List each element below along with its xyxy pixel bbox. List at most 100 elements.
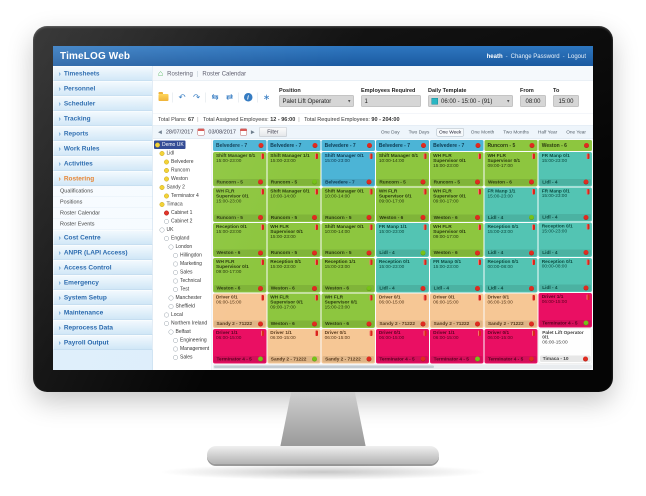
sidebar-item[interactable]: › Reprocess Data — [53, 320, 153, 335]
roster-plan-cell[interactable]: Shift Manager 1/1 15:00-23:00 Runcorn - … — [267, 152, 321, 187]
sidebar-item[interactable]: › Roster Events — [53, 219, 153, 230]
roster-plan-cell[interactable]: Palet Lift Operator 0/1 06:00-15:00 Tima… — [538, 328, 593, 364]
change-password-link[interactable]: Change Password — [503, 53, 560, 60]
view-option[interactable]: One Year — [566, 129, 586, 135]
tree-node[interactable]: Local — [163, 311, 185, 320]
end-date[interactable]: 03/08/2017 — [208, 129, 236, 135]
roster-plan-cell[interactable]: Shift Manager 0/1 10:00-14:00 Runcorn - … — [267, 187, 321, 222]
tree-node[interactable]: Sheffield — [168, 302, 197, 311]
roster-plan-cell[interactable]: FR Manp 1/1 15:00-23:00 Lidl - 4 — [375, 222, 430, 258]
employees-required-input[interactable]: 1 — [361, 95, 421, 107]
roster-plan-cell[interactable]: WH FLR Supervisor 0/1 09:00-17:00 Weston… — [484, 152, 538, 187]
view-option[interactable]: Two Months — [503, 129, 529, 135]
horizontal-scrollbar[interactable] — [213, 364, 592, 369]
sidebar-item[interactable]: › Work Rules — [53, 141, 153, 156]
roster-plan-cell[interactable]: Driver 0/1 06:00-15:00 Terminator 4 - 5 — [484, 329, 538, 364]
roster-plan-cell[interactable]: WH FLR Supervisor 0/1 15:00-23:00 Runcor… — [267, 222, 321, 258]
sidebar-item[interactable]: › Access Control — [53, 260, 153, 275]
tree-node[interactable]: Terminator 4 — [163, 192, 201, 201]
breadcrumb-roster-calendar[interactable]: Roster Calendar — [197, 70, 246, 77]
tree-node[interactable]: London — [168, 243, 195, 252]
tree-node[interactable]: Management — [172, 345, 211, 354]
roster-plan-cell[interactable]: Driver 0/1 06:00-15:00 Sandy 2 - 71222 — [321, 329, 375, 364]
view-option[interactable]: Two Days — [408, 129, 430, 135]
tree-node[interactable]: England — [163, 234, 191, 243]
tree-node[interactable]: Belfast — [168, 328, 193, 337]
sidebar-item[interactable]: › Positions — [53, 197, 153, 208]
roster-plan-cell[interactable]: Driver 0/1 06:00-15:00 Sandy 2 - 71222 — [213, 293, 267, 329]
tree-node[interactable]: Demo UK — [154, 140, 186, 149]
roster-plan-cell[interactable]: Reception 0/1 15:00-23:00 Lidl - 4 — [375, 258, 430, 293]
roster-plan-cell[interactable]: Driver 0/1 06:00-15:00 Sandy 2 - 71222 — [484, 293, 538, 329]
open-folder-icon[interactable] — [158, 91, 169, 103]
roster-plan-cell[interactable]: Shift Manager 0/1 15:00-23:00 Belvedere … — [321, 152, 375, 187]
roster-plan-cell[interactable]: Driver 0/1 06:00-15:00 Terminator 4 - 5 — [375, 329, 430, 364]
view-option[interactable]: One Day — [380, 129, 400, 135]
scrollbar-thumb[interactable] — [214, 365, 434, 368]
roster-plan-cell[interactable]: Shift Manager 0/1 10:00-14:00 Runcorn - … — [321, 187, 375, 222]
tree-node[interactable]: Manchester — [168, 294, 204, 303]
roster-plan-cell[interactable]: WH FLR Supervisor 0/1 09:00-17:00 Weston… — [430, 222, 484, 258]
start-date-calendar-icon[interactable] — [197, 128, 205, 136]
site-group-header[interactable]: Weston - 6 — [538, 140, 593, 151]
tree-node[interactable]: Weston — [163, 175, 190, 184]
sidebar-item[interactable]: › Tracking — [53, 111, 153, 126]
tree-node[interactable]: Test — [172, 285, 191, 294]
roster-plan-cell[interactable]: Shift Manager 0/1 15:00-23:00 Runcorn - … — [213, 152, 267, 187]
tree-node[interactable]: Runcorn — [163, 166, 192, 175]
filter-button[interactable]: Filter — [258, 127, 287, 137]
site-group-header[interactable]: Belvedere - 7 — [321, 140, 375, 151]
roster-plan-cell[interactable]: WH FLR Supervisor 0/1 15:00-23:00 Runcor… — [213, 187, 267, 222]
sidebar-item[interactable]: › Payroll Output — [53, 335, 153, 350]
end-date-calendar-icon[interactable] — [239, 128, 247, 136]
roster-plan-cell[interactable]: WH FLR Supervisor 0/1 09:00-17:00 Weston… — [213, 258, 267, 293]
roster-plan-cell[interactable]: WH FLR Supervisor 0/1 15:00-23:00 Runcor… — [430, 152, 484, 187]
roster-plan-cell[interactable]: Driver 0/1 06:00-15:00 Sandy 2 - 71222 — [430, 293, 484, 329]
redo-arrow-icon[interactable]: ↷ — [192, 92, 201, 102]
sidebar-item[interactable]: › Reports — [53, 126, 153, 141]
roster-plan-cell[interactable]: WH FLR Supervisor 0/1 15:00-23:00 Weston… — [321, 293, 375, 329]
sidebar-item[interactable]: › Rostering — [53, 171, 153, 186]
site-group-header[interactable]: Belvedere - 7 — [375, 140, 430, 151]
roster-plan-cell[interactable]: FR Manp 0/1 15:00-23:00 Lidl - 4 — [430, 258, 484, 293]
settings-asterisk-icon[interactable]: ∗ — [262, 92, 271, 102]
view-option[interactable]: Half Year — [537, 129, 558, 135]
site-group-header[interactable]: Belvedere - 7 — [213, 140, 267, 151]
sidebar-item[interactable]: › Maintenance — [53, 305, 153, 320]
roster-plan-cell[interactable]: FR Manp 1/1 15:00-23:00 Lidl - 4 — [484, 187, 538, 222]
sidebar-item[interactable]: › Activities — [53, 156, 153, 171]
sidebar-item[interactable]: › ANPR (LAPI Access) — [53, 245, 153, 260]
roster-plan-cell[interactable]: Reception 0/1 15:00-23:00 Lidl - 4 — [484, 222, 538, 258]
sidebar-item[interactable]: › System Setup — [53, 290, 153, 305]
tree-node[interactable]: Northern Ireland — [163, 319, 209, 328]
breadcrumb-rostering[interactable]: Rostering — [167, 69, 193, 77]
roster-plan-cell[interactable]: WH FLR Supervisor 0/1 09:00-17:00 Weston… — [375, 187, 430, 222]
roster-plan-cell[interactable]: Reception 0/1 00:00-08:00 Lidl - 4 — [484, 258, 538, 293]
sidebar-item[interactable]: › Emergency — [53, 275, 153, 290]
logout-link[interactable]: Logout — [560, 53, 586, 60]
copy-roster-back-icon[interactable]: ⇆ — [211, 92, 219, 102]
sidebar-item[interactable]: › Scheduler — [53, 96, 153, 111]
roster-plan-cell[interactable]: FR Manp 0/1 15:00-23:00 Lidl - 4 — [538, 187, 593, 222]
tree-node[interactable]: Technical — [172, 277, 203, 286]
info-icon[interactable]: i — [243, 92, 254, 103]
position-select[interactable]: Palet Lift Operator — [279, 95, 354, 107]
tree-node[interactable]: Sandy 2 — [159, 183, 187, 192]
roster-plan-cell[interactable]: Driver 1/1 06:00-15:00 Sandy 2 - 71222 — [267, 329, 321, 364]
roster-plan-cell[interactable]: Reception 1/1 15:00-23:00 Weston - 6 — [321, 258, 375, 293]
undo-arrow-icon[interactable]: ↶ — [178, 92, 186, 102]
roster-plan-cell[interactable]: Shift Manager 0/1 10:00-14:00 Runcorn - … — [375, 152, 430, 187]
tree-node[interactable]: Belvedere — [163, 158, 196, 167]
home-icon[interactable]: ⌂ — [158, 68, 164, 78]
next-range-icon[interactable]: ▶ — [250, 129, 255, 135]
previous-range-icon[interactable]: ◀ — [158, 129, 162, 135]
site-group-header[interactable]: Belvedere - 7 — [267, 140, 321, 151]
to-input[interactable]: 15:00 — [553, 95, 579, 107]
roster-plan-cell[interactable]: Driver 1/1 06:00-15:00 Terminator 4 - 5 — [538, 293, 593, 328]
roster-plan-cell[interactable]: Shift Manager 0/1 10:00-14:00 Runcorn - … — [321, 222, 375, 258]
start-date[interactable]: 28/07/2017 — [165, 129, 194, 135]
roster-plan-cell[interactable]: WH FLR Supervisor 0/1 09:00-17:00 Weston… — [430, 187, 484, 222]
roster-plan-cell[interactable]: FR Manp 0/1 15:00-23:00 Lidl - 4 — [538, 152, 593, 187]
tree-node[interactable]: Timaca — [159, 200, 185, 209]
tree-node[interactable]: Lidl — [159, 149, 177, 158]
